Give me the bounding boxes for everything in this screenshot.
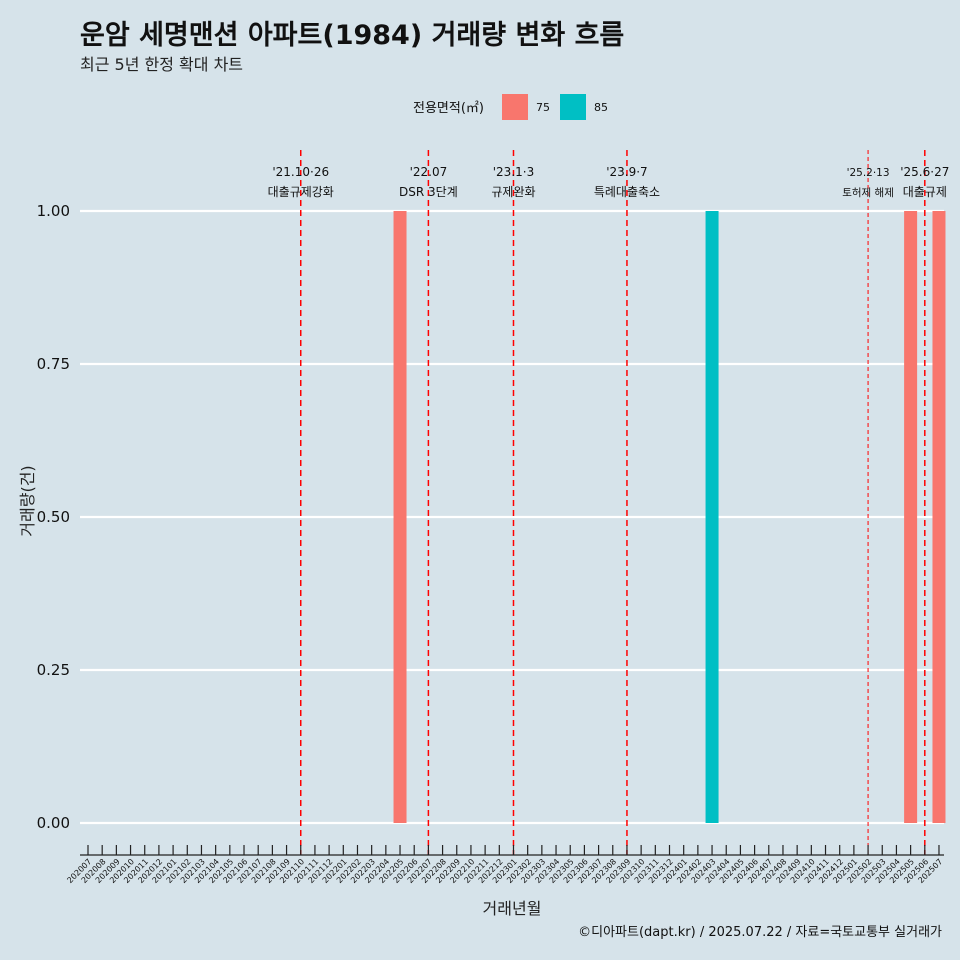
legend-label-85: 85 xyxy=(594,101,608,114)
y-tick-label: 0.00 xyxy=(37,814,70,832)
y-tick-label: 0.50 xyxy=(37,508,70,526)
bar-202205 xyxy=(393,211,407,823)
event-label: 대출규제 xyxy=(903,185,947,199)
event-label: 토허제 해제 xyxy=(842,186,894,199)
event-date: '25.6·27 xyxy=(900,165,949,179)
chart-subtitle: 최근 5년 한정 확대 차트 xyxy=(80,55,243,74)
legend-swatch-85 xyxy=(560,94,586,120)
legend-title: 전용면적(㎡) xyxy=(413,101,484,116)
event-label: 대출규제강화 xyxy=(268,185,334,199)
bar-202505 xyxy=(904,211,918,823)
gridlines xyxy=(80,209,944,825)
bar-202403 xyxy=(705,211,719,823)
x-axis-title: 거래년월 xyxy=(483,899,542,918)
event-label: 특례대출축소 xyxy=(594,185,660,199)
event-date: '25.2·13 xyxy=(847,167,890,179)
bar-202507 xyxy=(932,211,946,823)
event-date: '22.07 xyxy=(410,165,448,179)
event-date: '23.9·7 xyxy=(606,165,647,179)
legend: 전용면적(㎡) 75 85 xyxy=(413,94,608,120)
y-tick-label: 1.00 xyxy=(37,202,70,220)
event-label: DSR 3단계 xyxy=(399,185,458,199)
x-axis-ticks: 2020072020082020092020102020112020122021… xyxy=(65,845,944,885)
y-tick-label: 0.75 xyxy=(37,355,70,373)
y-axis-ticks: 0.00 0.25 0.50 0.75 1.00 xyxy=(37,202,70,832)
event-date: '23.1·3 xyxy=(493,165,534,179)
caption: ©디아파트(dapt.kr) / 2025.07.22 / 자료=국토교통부 실… xyxy=(578,925,942,940)
event-lines xyxy=(299,150,926,855)
y-tick-label: 0.25 xyxy=(37,661,70,679)
event-label: 규제완화 xyxy=(491,185,535,199)
event-date: '21.10·26 xyxy=(272,165,329,179)
event-annotations: '21.10·26 대출규제강화 '22.07 DSR 3단계 '23.1·3 규제완화 '… xyxy=(268,165,950,199)
legend-swatch-75 xyxy=(502,94,528,120)
bars xyxy=(393,211,946,823)
y-axis-title: 거래량(건) xyxy=(18,465,37,536)
legend-label-75: 75 xyxy=(536,101,550,114)
chart-title: 운암 세명맨션 아파트(1984) 거래량 변화 흐름 xyxy=(80,20,624,51)
